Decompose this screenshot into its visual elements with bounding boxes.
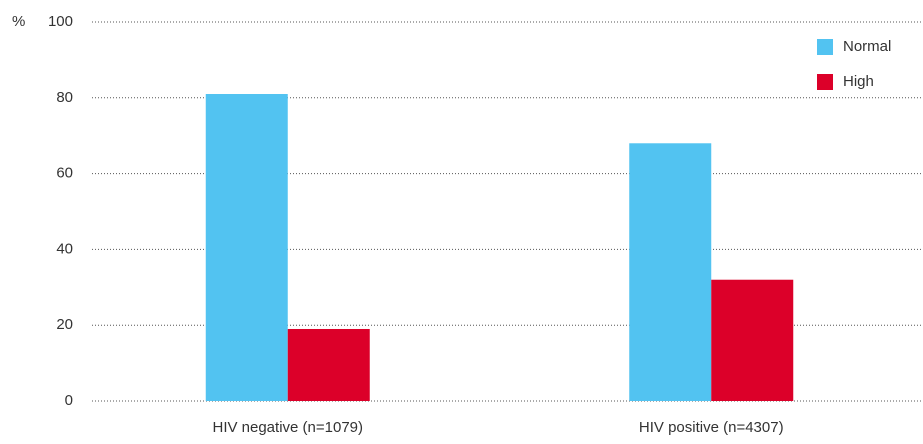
y-tick-label: 0 <box>65 392 73 409</box>
bar <box>287 328 370 401</box>
legend-swatch <box>817 39 833 55</box>
bar <box>629 143 712 401</box>
y-axis-label: % <box>12 13 25 30</box>
x-tick-label: HIV negative (n=1079) <box>212 419 363 436</box>
legend-label: High <box>843 73 874 90</box>
y-tick-label: 60 <box>56 165 73 182</box>
bar <box>711 279 794 401</box>
y-tick-label: 40 <box>56 240 73 257</box>
x-tick-label: HIV positive (n=4307) <box>639 419 784 436</box>
legend-label: Normal <box>843 38 891 55</box>
y-tick-label: 80 <box>56 89 73 106</box>
bar <box>205 94 288 401</box>
y-tick-label: 100 <box>48 13 73 30</box>
legend-swatch <box>817 74 833 90</box>
y-tick-label: 20 <box>56 316 73 333</box>
